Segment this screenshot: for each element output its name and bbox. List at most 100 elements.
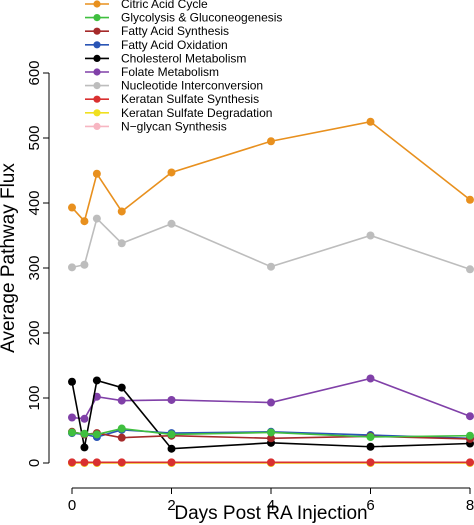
series-layer bbox=[68, 117, 474, 467]
data-point bbox=[92, 458, 101, 467]
x-tick-label: 8 bbox=[466, 497, 474, 514]
series-keratan-sulfate-synthesis bbox=[68, 458, 474, 467]
data-point bbox=[366, 433, 375, 441]
data-point bbox=[466, 195, 474, 204]
legend-label: Keratan Sulfate Synthesis bbox=[121, 92, 259, 106]
data-point bbox=[167, 430, 176, 439]
y-tick-label: 500 bbox=[26, 125, 43, 150]
data-point bbox=[68, 458, 76, 467]
legend-item: Cholesterol Metabolism bbox=[85, 51, 246, 65]
legend-label: Glycolysis & Gluconeogenesis bbox=[121, 11, 282, 25]
legend-label: Fatty Acid Oxidation bbox=[121, 38, 228, 52]
data-point bbox=[92, 430, 101, 439]
data-point bbox=[167, 168, 176, 177]
series-folate-metabolism bbox=[68, 374, 474, 423]
data-point bbox=[366, 442, 375, 451]
data-point bbox=[92, 376, 101, 385]
legend-label: Folate Metabolism bbox=[121, 65, 219, 79]
data-point bbox=[117, 424, 126, 433]
data-point bbox=[267, 458, 275, 467]
legend-swatch-marker bbox=[93, 41, 101, 49]
data-point bbox=[267, 398, 275, 407]
data-point bbox=[366, 458, 375, 467]
data-point bbox=[80, 217, 89, 226]
legend-item: Keratan Sulfate Synthesis bbox=[85, 92, 259, 106]
series-citric-acid-cycle bbox=[68, 117, 474, 226]
data-point bbox=[117, 396, 126, 405]
data-point bbox=[80, 414, 89, 423]
data-point bbox=[80, 429, 89, 438]
data-point bbox=[92, 169, 101, 178]
legend-label: N−glycan Synthesis bbox=[121, 119, 227, 133]
legend-item: Nucleotide Interconversion bbox=[85, 79, 263, 93]
data-point bbox=[80, 458, 89, 467]
data-point bbox=[267, 428, 275, 437]
data-point bbox=[92, 214, 101, 223]
series-line bbox=[71, 120, 471, 223]
legend-item: Folate Metabolism bbox=[85, 65, 219, 79]
data-point bbox=[267, 137, 275, 146]
legend-swatch-marker bbox=[93, 109, 101, 117]
series-nucleotide-interconversion bbox=[68, 214, 474, 274]
data-point bbox=[267, 434, 275, 443]
legend-item: Glycolysis & Gluconeogenesis bbox=[85, 11, 282, 25]
data-point bbox=[80, 260, 89, 269]
axes: 0 100 200 300 400 500 600 0 2 4 6 8 bbox=[26, 60, 474, 514]
data-point bbox=[80, 443, 89, 452]
data-point bbox=[68, 428, 76, 437]
data-point bbox=[267, 262, 275, 271]
data-point bbox=[68, 203, 76, 212]
x-tick-label: 0 bbox=[68, 497, 76, 514]
legend-swatch-marker bbox=[93, 82, 101, 90]
legend-item: Fatty Acid Oxidation bbox=[85, 38, 228, 52]
y-tick-label: 200 bbox=[26, 320, 43, 345]
x-ticks: 0 2 4 6 8 bbox=[68, 488, 474, 514]
data-point bbox=[167, 444, 176, 453]
data-point bbox=[366, 374, 375, 383]
series-line bbox=[71, 377, 471, 420]
data-point bbox=[466, 431, 474, 440]
legend-label: Nucleotide Interconversion bbox=[121, 79, 263, 93]
data-point bbox=[117, 383, 126, 392]
legend-label: Cholesterol Metabolism bbox=[121, 51, 246, 65]
y-tick-label: 300 bbox=[26, 255, 43, 280]
legend-swatch-marker bbox=[93, 54, 101, 63]
y-tick-label: 400 bbox=[26, 190, 43, 215]
series-line bbox=[71, 217, 471, 271]
x-axis-title: Days Post RA Injection bbox=[174, 503, 367, 524]
data-point bbox=[466, 265, 474, 274]
legend-item: Fatty Acid Synthesis bbox=[85, 24, 229, 38]
legend-item: N−glycan Synthesis bbox=[85, 119, 227, 133]
data-point bbox=[68, 413, 76, 422]
data-point bbox=[117, 239, 126, 248]
data-point bbox=[117, 207, 126, 216]
series-glycolysis-gluconeogenesis bbox=[68, 424, 474, 441]
data-point bbox=[167, 458, 176, 467]
data-point bbox=[366, 117, 375, 126]
y-tick-label: 0 bbox=[26, 459, 43, 467]
y-tick-label: 100 bbox=[26, 385, 43, 410]
legend-swatch-marker bbox=[93, 68, 101, 76]
legend-item: Keratan Sulfate Degradation bbox=[85, 106, 272, 120]
data-point bbox=[167, 219, 176, 228]
legend-swatch-marker bbox=[93, 95, 101, 103]
data-point bbox=[117, 458, 126, 467]
y-ticks: 0 100 200 300 400 500 600 bbox=[26, 60, 49, 467]
x-tick-label: 4 bbox=[267, 497, 275, 514]
y-axis-title: Average Pathway Flux bbox=[0, 163, 19, 353]
x-tick-label: 2 bbox=[167, 497, 175, 514]
x-tick-label: 6 bbox=[366, 497, 374, 514]
y-tick-label: 600 bbox=[26, 60, 43, 85]
data-point bbox=[117, 433, 126, 442]
data-point bbox=[466, 458, 474, 467]
legend-label: Keratan Sulfate Degradation bbox=[121, 106, 272, 120]
legend-swatch-marker bbox=[93, 14, 101, 22]
legend-swatch-marker bbox=[93, 0, 101, 8]
data-point bbox=[68, 377, 76, 386]
legend-swatch-marker bbox=[93, 27, 101, 35]
legend-label: Fatty Acid Synthesis bbox=[121, 24, 229, 38]
data-point bbox=[366, 231, 375, 240]
